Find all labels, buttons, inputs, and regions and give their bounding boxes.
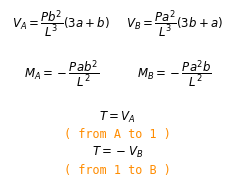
Text: $M_A = -\dfrac{Pab^2}{L^2}$: $M_A = -\dfrac{Pab^2}{L^2}$ [24,58,99,89]
Text: ( from A to 1 ): ( from A to 1 ) [64,128,171,141]
Text: ( from 1 to B ): ( from 1 to B ) [64,164,171,177]
Text: $V_B = \dfrac{Pa^2}{L^3}(3b+a)$: $V_B = \dfrac{Pa^2}{L^3}(3b+a)$ [125,8,223,40]
Text: $T = -V_B$: $T = -V_B$ [92,145,143,160]
Text: $M_B = -\dfrac{Pa^2b}{L^2}$: $M_B = -\dfrac{Pa^2b}{L^2}$ [137,58,212,89]
Text: $T = V_A$: $T = V_A$ [99,110,136,125]
Text: $V_A = \dfrac{Pb^2}{L^3}(3a+b)$: $V_A = \dfrac{Pb^2}{L^3}(3a+b)$ [12,8,110,40]
